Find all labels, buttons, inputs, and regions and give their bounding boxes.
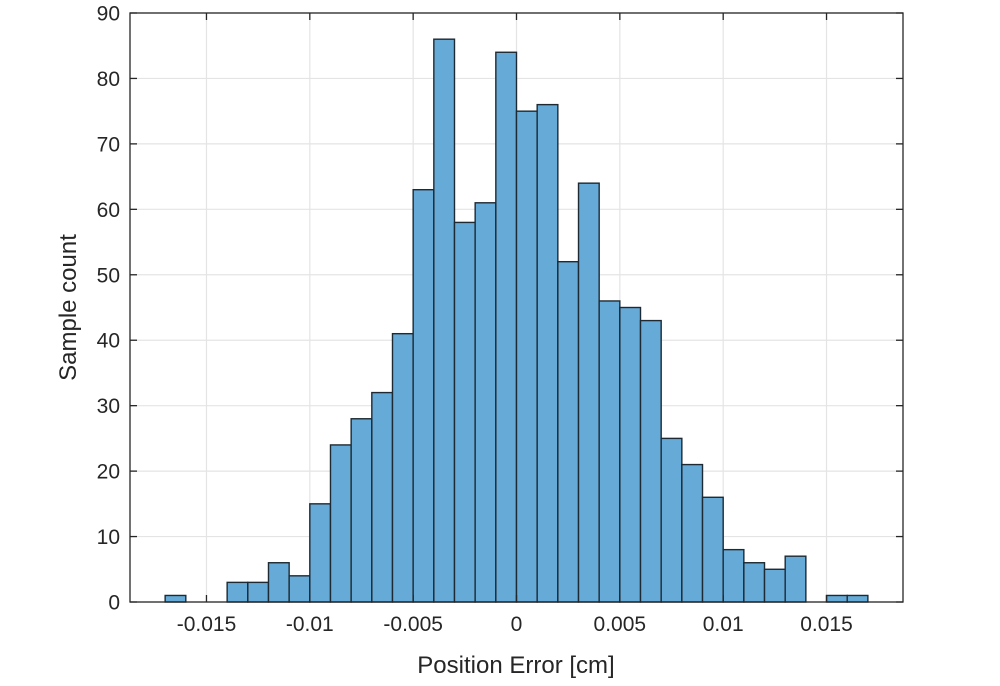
- y-tick-labels: 0 10 20 30 40 50 60 70 80 90: [97, 3, 120, 615]
- histogram-bar: [557, 260, 580, 603]
- histogram-bar: [433, 38, 456, 603]
- histogram-bar: [474, 202, 497, 603]
- y-tick-label: 10: [97, 526, 120, 549]
- y-axis-label: Sample count: [55, 234, 82, 381]
- y-tick-label: 70: [97, 133, 120, 156]
- histogram-bar: [577, 182, 600, 603]
- histogram-bars: [164, 38, 869, 603]
- histogram-bar: [536, 103, 559, 603]
- histogram-bar: [247, 581, 270, 603]
- histogram-bar: [846, 594, 869, 603]
- x-tick-labels: -0.015 -0.01 -0.005 0 0.005 0.01 0.015: [177, 613, 853, 636]
- histogram-bar: [598, 300, 621, 603]
- y-tick-label: 90: [97, 3, 120, 26]
- histogram-bar: [226, 581, 249, 603]
- histogram-bar: [784, 555, 807, 603]
- histogram-bar: [681, 463, 704, 603]
- x-tick-label: 0.01: [703, 613, 744, 636]
- histogram-bar: [329, 444, 352, 603]
- x-tick-label: -0.005: [383, 613, 443, 636]
- histogram-bar: [722, 548, 745, 603]
- histogram-bar: [371, 391, 394, 603]
- histogram-bar: [763, 568, 786, 603]
- y-tick-label: 30: [97, 395, 120, 418]
- x-tick-label: -0.015: [177, 613, 237, 636]
- y-tick-label: 0: [108, 592, 120, 615]
- y-tick-label: 40: [97, 330, 120, 353]
- histogram-bar: [825, 594, 848, 603]
- y-tick-label: 60: [97, 199, 120, 222]
- x-axis-label: Position Error [cm]: [417, 652, 614, 679]
- tick-marks: [130, 12, 903, 603]
- x-tick-label: 0.015: [800, 613, 853, 636]
- y-tick-label: 20: [97, 461, 120, 484]
- histogram-bar: [453, 221, 476, 603]
- histogram-bar: [391, 332, 414, 603]
- histogram-bar: [743, 562, 766, 603]
- histogram-bar: [412, 188, 435, 603]
- histogram-bar: [619, 306, 642, 603]
- histogram-bar: [267, 562, 290, 603]
- histogram-bar: [350, 418, 373, 603]
- histogram-bar: [515, 110, 538, 603]
- histogram-bar: [701, 496, 724, 603]
- histogram-bar: [660, 437, 683, 603]
- x-tick-label: 0: [511, 613, 523, 636]
- histogram-bar: [164, 594, 187, 603]
- y-tick-label: 50: [97, 264, 120, 287]
- histogram-bar: [495, 51, 518, 603]
- y-tick-label: 80: [97, 68, 120, 91]
- histogram-bar: [288, 575, 311, 603]
- x-tick-label: -0.01: [286, 613, 334, 636]
- histogram-bar: [639, 319, 662, 603]
- histogram-bar: [309, 503, 332, 603]
- x-tick-label: 0.005: [594, 613, 647, 636]
